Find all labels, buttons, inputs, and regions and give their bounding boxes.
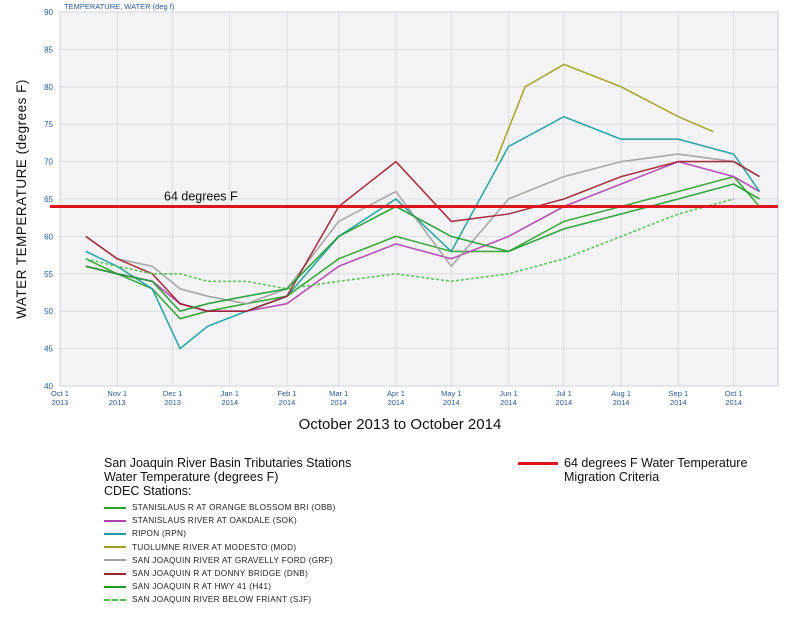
y-tick-label: 80 bbox=[44, 83, 53, 92]
x-tick-label: Nov 1 bbox=[107, 389, 127, 398]
y-tick-label: 50 bbox=[44, 307, 53, 316]
x-tick-year: 2013 bbox=[164, 398, 181, 407]
water-temperature-chart: 64 degrees F 40 45 50 55 60 65 70 75 80 85 90 Oct … bbox=[14, 2, 779, 407]
x-tick-label: Aug 1 bbox=[611, 389, 631, 398]
criteria-legend-line-1: 64 degrees F Water Temperature bbox=[564, 456, 748, 470]
grid bbox=[59, 11, 778, 387]
legend-item: RIPON (RPN) bbox=[104, 527, 186, 540]
legend-item: SAN JOAQUIN R AT HWY 41 (H41) bbox=[104, 580, 271, 593]
x-tick-year: 2014 bbox=[500, 398, 517, 407]
y-axis-title: WATER TEMPERATURE (degrees F) bbox=[14, 79, 29, 319]
legend-swatch bbox=[104, 506, 126, 509]
legend-title-line-1: San Joaquin River Basin Tributaries Stat… bbox=[104, 456, 352, 470]
y-tick-label: 65 bbox=[44, 195, 53, 204]
y-tick-label: 85 bbox=[44, 45, 53, 54]
x-tick-year: 2013 bbox=[52, 398, 69, 407]
legend-label: STANISLAUS R AT ORANGE BLOSSOM BRI (OBB) bbox=[132, 503, 336, 512]
y-tick-label: 40 bbox=[44, 382, 53, 391]
criteria-legend-swatch bbox=[518, 462, 558, 465]
x-tick-year: 2014 bbox=[388, 398, 405, 407]
series-line bbox=[85, 198, 734, 290]
y-tick-label: 55 bbox=[44, 270, 53, 279]
legend-label: SAN JOAQUIN R AT DONNY BRIDGE (DNB) bbox=[132, 569, 309, 578]
legend-swatch bbox=[104, 598, 126, 601]
y-tick-label: 45 bbox=[44, 345, 53, 354]
legend-label: SAN JOAQUIN RIVER BELOW FRIANT (SJF) bbox=[132, 595, 312, 605]
legend-title-line-3: CDEC Stations: bbox=[104, 484, 192, 498]
legend-swatch bbox=[104, 532, 126, 535]
x-tick-label: Apr 1 bbox=[387, 389, 405, 398]
series-line bbox=[85, 160, 760, 313]
legend-title: San Joaquin River Basin Tributaries Stat… bbox=[104, 456, 351, 498]
series-line bbox=[494, 63, 714, 162]
x-tick-label: Oct 1 bbox=[51, 389, 69, 398]
x-tick-label: Jun 1 bbox=[499, 389, 517, 398]
x-tick-label: May 1 bbox=[441, 389, 461, 398]
legend-item: SAN JOAQUIN R AT DONNY BRIDGE (DNB) bbox=[104, 567, 308, 580]
criteria-legend: 64 degrees F Water Temperature Migration… bbox=[518, 456, 747, 484]
x-tick-year: 2014 bbox=[725, 398, 742, 407]
legend-item: SAN JOAQUIN RIVER AT GRAVELLY FORD (GRF) bbox=[104, 554, 333, 567]
x-tick-year: 2014 bbox=[613, 398, 630, 407]
x-tick-label: Jul 1 bbox=[556, 389, 572, 398]
x-tick-year: 2013 bbox=[109, 398, 126, 407]
legend-label: STANISLAUS RIVER AT OAKDALE (SOK) bbox=[132, 516, 298, 526]
legend-title-line-2: Water Temperature (degrees F) bbox=[104, 470, 279, 484]
series-line bbox=[85, 175, 761, 320]
legend-swatch bbox=[104, 585, 126, 588]
x-tick-label: Dec 1 bbox=[163, 389, 183, 398]
x-tick-label: Jan 1 bbox=[221, 389, 239, 398]
series-lines bbox=[85, 63, 761, 350]
x-tick-year: 2014 bbox=[556, 398, 573, 407]
x-tick-year: 2014 bbox=[443, 398, 460, 407]
legend-swatch bbox=[104, 559, 126, 562]
x-tick-label: Feb 1 bbox=[277, 389, 296, 398]
chart-top-label: TEMPERATURE, WATER (deg f) bbox=[64, 2, 175, 11]
x-tick-year: 2014 bbox=[670, 398, 687, 407]
legend-swatch bbox=[104, 572, 126, 575]
series-line bbox=[85, 115, 761, 350]
legend-swatch bbox=[104, 546, 126, 549]
y-tick-labels: 40 45 50 55 60 65 70 75 80 85 90 bbox=[44, 8, 53, 391]
x-axis-title: October 2013 to October 2014 bbox=[298, 416, 502, 433]
x-tick-year: 2014 bbox=[279, 398, 296, 407]
x-tick-label: Mar 1 bbox=[329, 389, 348, 398]
legend-label: SAN JOAQUIN R AT HWY 41 (H41) bbox=[132, 582, 272, 592]
y-tick-label: 70 bbox=[44, 158, 53, 167]
series-line bbox=[85, 160, 760, 313]
legend-label: RIPON (RPN) bbox=[132, 529, 187, 539]
legend-item: SAN JOAQUIN RIVER BELOW FRIANT (SJF) bbox=[104, 593, 311, 606]
legend-item: STANISLAUS R AT ORANGE BLOSSOM BRI (OBB) bbox=[104, 501, 336, 514]
legend-label: SAN JOAQUIN RIVER AT GRAVELLY FORD (GRF) bbox=[132, 555, 333, 565]
legend-label: TUOLUMNE RIVER AT MODESTO (MOD) bbox=[132, 542, 297, 552]
y-tick-label: 90 bbox=[44, 8, 53, 17]
legend-item: TUOLUMNE RIVER AT MODESTO (MOD) bbox=[104, 541, 296, 554]
x-tick-year: 2014 bbox=[330, 398, 347, 407]
criteria-legend-line-2: Migration Criteria bbox=[564, 470, 660, 484]
y-tick-label: 75 bbox=[44, 120, 53, 129]
x-tick-label: Sep 1 bbox=[669, 389, 689, 398]
x-tick-label: Oct 1 bbox=[725, 389, 743, 398]
x-tick-year: 2014 bbox=[221, 398, 238, 407]
legend-item: STANISLAUS RIVER AT OAKDALE (SOK) bbox=[104, 514, 297, 527]
y-tick-label: 60 bbox=[44, 232, 53, 241]
threshold-label: 64 degrees F bbox=[164, 189, 238, 203]
threshold-group: 64 degrees F bbox=[50, 189, 778, 208]
legend-swatch bbox=[104, 519, 126, 522]
